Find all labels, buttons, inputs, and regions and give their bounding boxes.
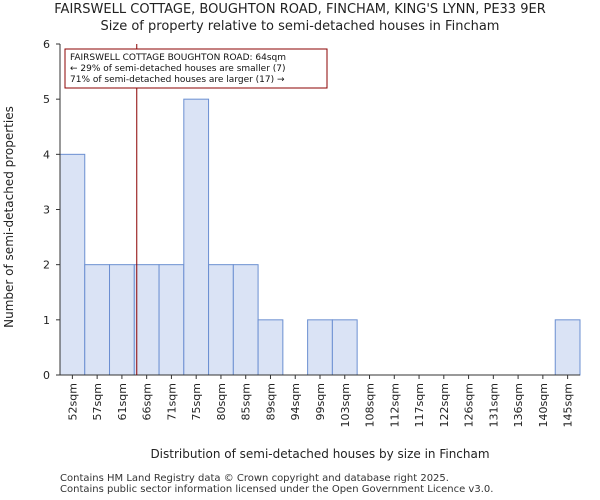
x-tick-label: 140sqm <box>537 383 550 427</box>
bars-group <box>59 98 581 376</box>
bar <box>158 264 185 376</box>
x-tick-label: 61sqm <box>116 383 129 420</box>
y-tick-label: 6 <box>43 38 50 51</box>
bar <box>554 319 581 376</box>
y-tick-label: 4 <box>43 148 50 161</box>
x-tick-label: 66sqm <box>141 383 154 420</box>
y-tick-label: 3 <box>43 204 50 217</box>
x-tick-label: 94sqm <box>289 383 302 420</box>
y-tick-label: 5 <box>43 93 50 106</box>
bar <box>208 264 234 376</box>
annotation-line-1: FAIRSWELL COTTAGE BOUGHTON ROAD: 64sqm <box>70 53 286 63</box>
bar <box>59 153 86 376</box>
y-axis-label: Number of semi-detached properties <box>2 106 16 328</box>
x-tick-label: 71sqm <box>165 383 178 420</box>
x-tick-label: 112sqm <box>388 383 401 427</box>
bar <box>257 319 284 376</box>
x-tick-label: 103sqm <box>339 383 352 427</box>
chart-title: FAIRSWELL COTTAGE, BOUGHTON ROAD, FINCHA… <box>54 2 546 17</box>
annotation-box <box>64 48 328 89</box>
x-tick-label: 136sqm <box>512 383 525 427</box>
bar <box>307 319 333 376</box>
annotation-line-3: 71% of semi-detached houses are larger (… <box>70 75 285 85</box>
annotation-line-2: ← 29% of semi-detached houses are smalle… <box>70 64 286 74</box>
x-tick-label: 89sqm <box>264 383 277 420</box>
x-tick-label: 131sqm <box>487 383 500 427</box>
ticks-group: 0 1 2 3 4 5 6 52sqm 57sqm 61sqm 66sqm 71sqm 75sqm 80s… <box>43 38 575 427</box>
bar <box>133 264 160 376</box>
bar <box>109 264 135 376</box>
chart-subtitle: Size of property relative to semi-detach… <box>100 19 500 34</box>
footer-line-2: Contains public sector information licen… <box>60 484 494 495</box>
x-tick-label: 80sqm <box>215 383 228 420</box>
y-tick-label: 1 <box>43 314 50 327</box>
footer-line-1: Contains HM Land Registry data © Crown c… <box>60 473 449 484</box>
x-axis-label: Distribution of semi-detached houses by … <box>150 447 489 461</box>
annotation-group: FAIRSWELL COTTAGE BOUGHTON ROAD: 64sqm← … <box>64 48 328 89</box>
bar <box>232 264 259 376</box>
x-tick-label: 145sqm <box>562 383 575 427</box>
bar <box>183 98 210 376</box>
x-tick-label: 108sqm <box>364 383 377 427</box>
x-tick-label: 126sqm <box>463 383 476 427</box>
x-tick-label: 85sqm <box>240 383 253 420</box>
x-tick-label: 99sqm <box>314 383 327 420</box>
y-tick-label: 0 <box>43 369 50 382</box>
footer: Contains HM Land Registry data © Crown c… <box>60 473 493 495</box>
bar <box>331 319 358 376</box>
bar <box>84 264 111 376</box>
x-tick-label: 117sqm <box>413 383 426 427</box>
x-tick-label: 75sqm <box>190 383 203 420</box>
y-tick-label: 2 <box>43 259 50 272</box>
x-tick-label: 52sqm <box>66 383 79 420</box>
x-tick-label: 122sqm <box>438 383 451 427</box>
x-tick-label: 57sqm <box>91 383 104 420</box>
